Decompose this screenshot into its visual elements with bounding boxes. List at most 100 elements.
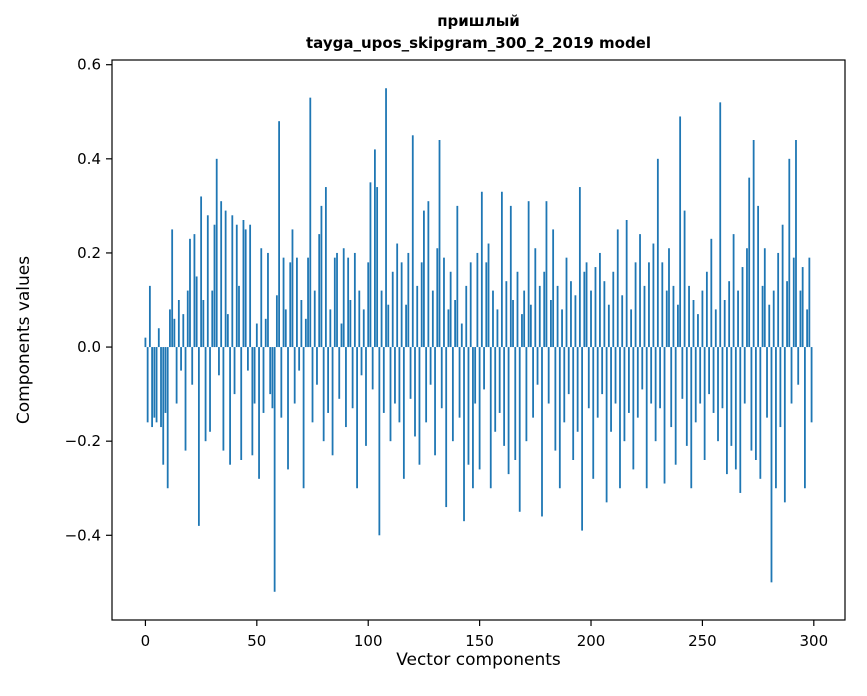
bar (418, 347, 421, 465)
bar (743, 347, 746, 404)
bar (578, 187, 581, 348)
bar (795, 140, 797, 348)
bar (550, 300, 552, 348)
bar (630, 309, 633, 348)
y-tick-label: 0.0 (77, 338, 101, 356)
bar (206, 215, 209, 348)
bar (607, 304, 610, 348)
bar (781, 224, 784, 348)
bar (641, 347, 644, 390)
bar (200, 196, 203, 348)
bar (182, 314, 185, 348)
bar (554, 347, 557, 451)
bar (656, 158, 659, 348)
bar (761, 285, 764, 348)
bar (309, 97, 312, 348)
bar (572, 347, 575, 460)
bar (146, 347, 149, 423)
bar (541, 347, 543, 517)
bar (387, 304, 390, 348)
bar (291, 229, 294, 348)
bar (739, 347, 742, 493)
bar (267, 252, 269, 348)
bar (677, 304, 679, 348)
bar (532, 347, 534, 418)
bar (565, 257, 568, 348)
bar (623, 347, 626, 442)
bar (610, 347, 612, 432)
bar (500, 191, 503, 348)
bar (313, 290, 316, 348)
bar (402, 347, 405, 479)
bar (587, 347, 590, 409)
bar (204, 347, 207, 442)
bar (429, 347, 432, 385)
bar (483, 347, 485, 390)
bar (668, 248, 670, 348)
bar (220, 201, 223, 348)
bar (353, 252, 356, 348)
bar (681, 347, 684, 399)
bar (440, 347, 443, 409)
bar (340, 323, 343, 348)
bar (492, 290, 494, 348)
bar (222, 347, 225, 451)
bar (215, 158, 218, 348)
bar (583, 271, 586, 348)
bar (699, 347, 702, 404)
bar (284, 309, 287, 348)
bar (423, 210, 425, 348)
bar (594, 267, 597, 348)
bar (619, 347, 621, 489)
bar (679, 116, 682, 348)
bar (447, 309, 450, 348)
bar (636, 347, 639, 418)
bar (391, 271, 394, 348)
bar (585, 262, 588, 348)
bar (663, 347, 666, 484)
bar (726, 347, 728, 475)
bar (456, 205, 459, 348)
bar (614, 347, 617, 404)
bar (469, 262, 472, 348)
bar (717, 347, 719, 442)
bar (674, 347, 677, 465)
bar (302, 347, 305, 489)
y-tick-label: 0.4 (77, 150, 101, 168)
bar (799, 290, 802, 348)
bar (567, 347, 570, 395)
bar (385, 88, 387, 348)
bar (721, 347, 724, 409)
bar (320, 205, 323, 348)
bar (438, 140, 441, 348)
bar (783, 347, 786, 503)
bar (458, 347, 461, 418)
bar (685, 347, 688, 446)
bar (318, 234, 321, 348)
bar (153, 347, 156, 418)
bar (242, 220, 245, 348)
chart-title: пришлый (437, 12, 520, 30)
bar (405, 304, 407, 348)
x-tick-label: 100 (354, 632, 383, 650)
bar (563, 347, 566, 423)
bar (362, 309, 365, 348)
bar (394, 347, 396, 404)
bar (233, 347, 236, 395)
bar (730, 347, 733, 446)
bar (734, 347, 737, 470)
bar (184, 347, 187, 451)
bar (523, 290, 526, 348)
bar (514, 347, 517, 460)
bar (723, 300, 726, 348)
bar (193, 234, 196, 348)
bar (400, 262, 403, 348)
bar (777, 252, 780, 348)
bar (505, 281, 508, 348)
bar (701, 290, 704, 348)
y-tick-label: −0.4 (65, 526, 101, 544)
bar (806, 309, 809, 348)
bar (534, 248, 537, 348)
bar (189, 238, 191, 348)
bar (414, 347, 416, 437)
